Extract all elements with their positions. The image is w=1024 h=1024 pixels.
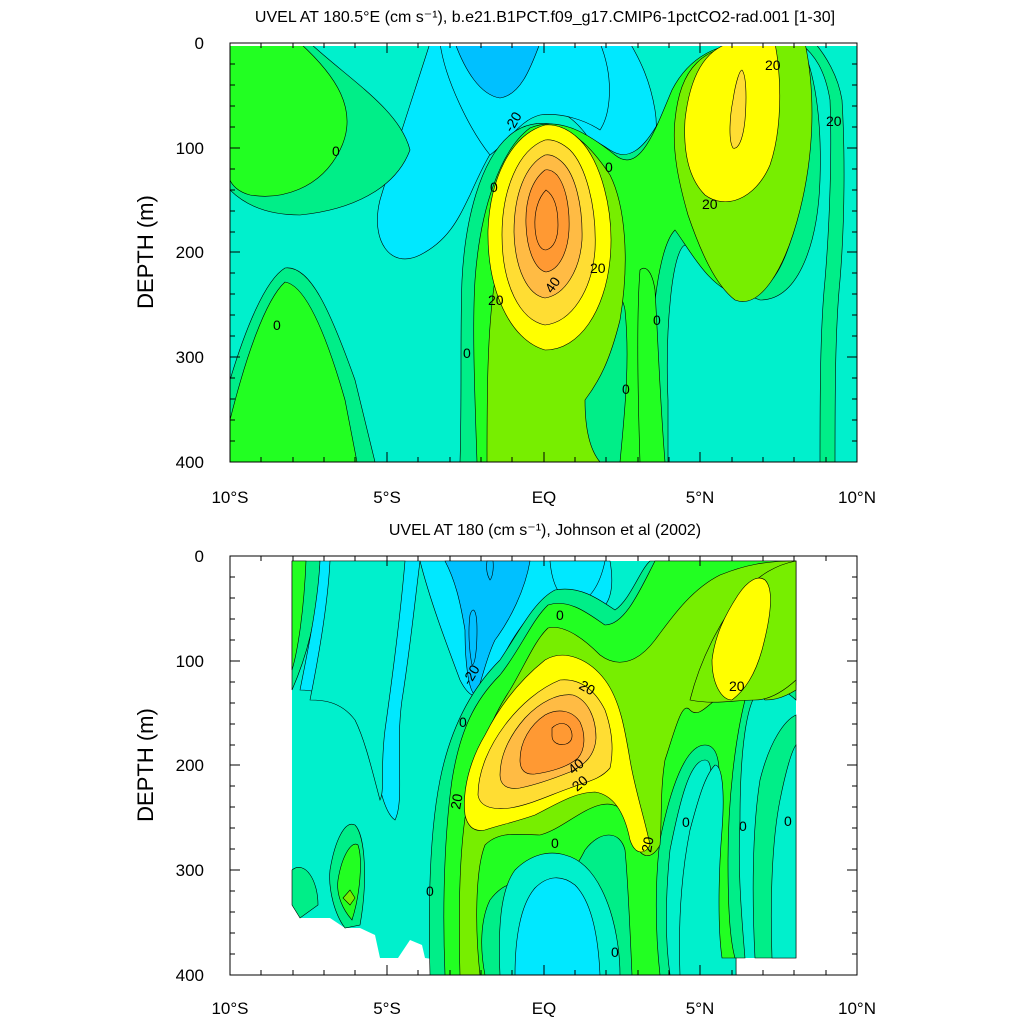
contour-label: 0: [551, 835, 559, 851]
contour-region: [230, 43, 348, 197]
contour-region: [711, 577, 771, 701]
contour-region: [514, 877, 601, 975]
y-tick-label: 200: [176, 243, 204, 262]
contour-label: 0: [490, 179, 498, 195]
x-tick-label: 10°S: [211, 999, 248, 1018]
contour-region: [291, 867, 319, 919]
x-tick-label: 5°S: [373, 999, 401, 1018]
contour-label: 0: [611, 944, 619, 960]
x-tick-label: 5°S: [373, 488, 401, 507]
contour-region: [760, 43, 857, 462]
y-tick-label: 100: [176, 652, 204, 671]
contour-region: [637, 267, 666, 462]
y-axis: [230, 555, 857, 976]
contour-label: 20: [729, 678, 745, 694]
contour-region: [810, 43, 857, 462]
contour-region: [337, 843, 361, 921]
x-tick-labels: 10°S 5°S EQ 5°N 10°N: [211, 999, 876, 1018]
x-tick-label: 10°S: [211, 488, 248, 507]
chart-title: UVEL AT 180 (cm s⁻¹), Johnson et al (200…: [389, 522, 701, 539]
contour-label: 0: [622, 381, 630, 397]
contour-region: [291, 560, 307, 671]
y-tick-label: 0: [195, 547, 204, 566]
x-tick-label: 10°N: [838, 999, 876, 1018]
x-tick-label: 10°N: [838, 488, 876, 507]
y-tick-label: 400: [176, 453, 204, 472]
contour-label: 0: [332, 143, 340, 159]
contour-label: 0: [459, 714, 467, 730]
x-tick-label: 5°N: [686, 488, 715, 507]
contour-label: 20: [590, 260, 606, 276]
contour-label: 20: [447, 792, 465, 810]
y-tick-label: 400: [176, 966, 204, 985]
contour-fill: [230, 43, 857, 462]
contour-region: [486, 560, 494, 581]
y-tick-labels: 0 100 200 300 400: [176, 547, 204, 985]
contour-label: 0: [605, 159, 613, 175]
y-tick-label: 100: [176, 139, 204, 158]
contour-label: 0: [556, 607, 564, 623]
contour-region: [551, 723, 573, 745]
contour-region: [230, 281, 358, 462]
panel-top: UVEL AT 180.5°E (cm s⁻¹), b.e21.B1PCT.f0…: [133, 9, 876, 507]
y-tick-label: 0: [195, 34, 204, 53]
contour-label: 20: [765, 57, 781, 73]
panel-bottom: UVEL AT 180 (cm s⁻¹), Johnson et al (200…: [133, 522, 876, 1018]
contour-label: 0: [463, 345, 471, 361]
contour-label: 0: [426, 883, 434, 899]
contour-label: 0: [682, 814, 690, 830]
contour-region: [770, 744, 797, 959]
x-axis: [229, 43, 858, 462]
contour-region: [342, 889, 356, 906]
y-tick-label: 300: [176, 861, 204, 880]
contour-label: 0: [653, 312, 661, 328]
chart-title: UVEL AT 180.5°E (cm s⁻¹), b.e21.B1PCT.f0…: [255, 9, 835, 26]
contour-label: 20: [702, 196, 718, 212]
contour-region: [534, 189, 559, 251]
x-tick-labels: 10°S 5°S EQ 5°N 10°N: [211, 488, 876, 507]
y-tick-labels: 0 100 200 300 400: [176, 34, 204, 472]
contour-region: [454, 43, 541, 99]
contour-fill: [291, 560, 797, 975]
contour-label: 0: [739, 818, 747, 834]
contour-region: [309, 560, 406, 801]
x-tick-label: EQ: [532, 488, 557, 507]
y-axis-label: DEPTH (m): [133, 195, 158, 309]
contour-label: 20: [488, 292, 504, 308]
x-axis: [229, 556, 858, 975]
y-tick-label: 300: [176, 348, 204, 367]
contour-label: 20: [577, 677, 599, 699]
y-axis-label: DEPTH (m): [133, 708, 158, 822]
contour-label: 0: [784, 813, 792, 829]
contour-region: [468, 609, 478, 666]
x-tick-label: EQ: [532, 999, 557, 1018]
y-axis: [230, 42, 857, 463]
contour-region: [729, 69, 747, 149]
contour-label: 20: [638, 835, 656, 853]
contour-label: 0: [273, 317, 281, 333]
x-tick-label: 5°N: [686, 999, 715, 1018]
y-tick-label: 200: [176, 756, 204, 775]
contour-region: [679, 764, 737, 975]
contour-label: 20: [826, 113, 842, 129]
